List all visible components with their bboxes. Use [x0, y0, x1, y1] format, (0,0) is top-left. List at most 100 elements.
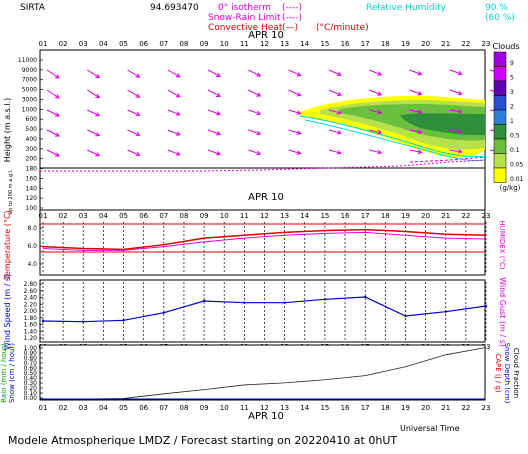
wind-panel-frame	[39, 279, 486, 343]
y-tick-label: 6.0	[27, 243, 37, 250]
wind-arrow	[87, 109, 100, 117]
wind-arrow-head	[54, 132, 60, 137]
hour-tick-label: 08	[179, 404, 188, 412]
temperature-yticks: 8.0 6.0 4.0	[27, 225, 43, 268]
y-tick-label: 120	[26, 195, 38, 202]
legend-snow-rain: Snow-Rain Limit	[208, 13, 281, 23]
hour-tick-label: 16	[341, 212, 350, 220]
universal-time-label: Universal Time	[400, 424, 460, 433]
y-tick-label: 0.60	[24, 365, 38, 372]
wind-arrow-head	[54, 94, 60, 99]
hour-tick-label: 18	[381, 404, 390, 412]
hour-tick-label: 14	[300, 404, 309, 412]
wind-panel: 2.802.602.402.202.001.801.601.401.20 Win…	[3, 274, 507, 350]
wind-arrow	[449, 149, 462, 153]
hour-tick-label: 21	[441, 40, 450, 48]
snow-depth-ylabel: Snow Depth (cm)	[503, 343, 511, 404]
hour-axis-p2: 01 02 03 04 05 06 07 08 09 10 11 12 13 14 15 16 17 18 19 20…	[39, 212, 491, 220]
cloud-legend-label: 0.5	[510, 133, 520, 140]
hour-tick-label: 23	[482, 40, 491, 48]
wind-arrow-head	[457, 70, 463, 76]
date-label-bottom: APR 10	[248, 411, 284, 422]
wind-yticks: 2.802.602.402.202.001.801.601.401.20	[24, 281, 43, 342]
wind-speed-point	[162, 311, 166, 314]
hour-tick-label: 10	[220, 40, 229, 48]
legend-rh-60: (60 %)	[485, 13, 515, 23]
wind-arrow	[288, 69, 301, 77]
legend-snow-rain-symbol: (----)	[282, 13, 302, 23]
hour-tick-label: 13	[280, 212, 289, 220]
cloud-legend-swatch	[493, 167, 507, 183]
hour-tick-label: 23	[482, 212, 491, 220]
wind-arrow	[409, 149, 422, 153]
temperature-panel: 01 02 03 04 05 06 07 08 09 10 11 12 13 14 15 16 17 18 19 20…	[3, 209, 506, 281]
hour-tick-label: 22	[461, 40, 470, 48]
wind-arrow	[167, 69, 181, 78]
snow-rain-limit-line	[409, 156, 486, 163]
hour-tick-label: 01	[39, 404, 48, 412]
hour-tick-label: 21	[441, 212, 450, 220]
y-tick-label: 5000	[22, 87, 37, 94]
cloud-legend-title: Clouds	[492, 42, 519, 51]
hour-tick-label: 19	[401, 40, 410, 48]
wind-arrow	[87, 129, 100, 137]
wind-arrow-head	[54, 74, 60, 79]
wind-speed-point	[404, 314, 407, 318]
wind-arrow-head	[336, 110, 342, 115]
wind-arrow-head	[417, 71, 423, 76]
wind-arrow-head	[377, 109, 383, 115]
wind-arrow	[207, 149, 221, 155]
hour-tick-label: 07	[159, 212, 168, 220]
hour-tick-label: 14	[300, 40, 309, 48]
wind-arrow-head	[54, 152, 60, 157]
cloud-legend-swatches: 9 5 3 2 1 0.5 0.1 0.05 0.01	[493, 51, 524, 183]
wind-arrow-head	[95, 73, 101, 79]
hour-tick-label: 13	[280, 404, 289, 412]
wind-arrow	[328, 129, 342, 134]
height-yticks: 11000 9000 7000 5000 3000 1000 600 500 400 300 200…	[18, 57, 43, 212]
wind-speed-point	[202, 299, 206, 303]
hour-tick-label: 13	[280, 40, 289, 48]
wind-arrow-head	[135, 111, 141, 117]
wind-arrow	[409, 109, 422, 113]
wind-speed-point	[323, 298, 327, 301]
hour-tick-label: 01	[39, 40, 48, 48]
cloud-legend-swatch	[493, 95, 507, 111]
wind-arrow-head	[216, 92, 222, 97]
cloud-legend-label: 3	[510, 89, 514, 96]
cloud-fraction-line	[40, 347, 487, 400]
wind-arrow-head	[175, 73, 181, 78]
hour-tick-label: 20	[421, 404, 430, 412]
hour-tick-label: 12	[260, 404, 269, 412]
wind-arrow-head	[175, 131, 181, 136]
hour-tick-label: 16	[341, 40, 350, 48]
hour-tick-label: 08	[179, 40, 188, 48]
wind-arrow	[409, 89, 422, 95]
y-tick-label: 2.00	[24, 308, 38, 315]
hour-tick-label: 05	[119, 212, 128, 220]
footer-caption: Modele Atmospherique LMDZ / Forecast sta…	[8, 434, 397, 447]
legend-isotherm: 0° isotherm	[218, 3, 271, 13]
wind-arrow	[127, 69, 140, 78]
hour-tick-label: 10	[220, 404, 229, 412]
wind-arrow	[87, 89, 100, 99]
cloud-legend-swatch	[493, 109, 507, 125]
wind-arrow	[288, 149, 301, 155]
hour-tick-label: 14	[300, 212, 309, 220]
wind-arrow	[46, 149, 60, 157]
y-tick-label: 2.60	[24, 288, 38, 295]
y-tick-label: 2.20	[24, 301, 38, 308]
wind-arrow	[328, 149, 342, 154]
cloud-legend-swatch	[493, 66, 507, 82]
wind-arrow	[369, 149, 382, 154]
wind-arrow	[449, 129, 462, 133]
wind-arrow-head	[377, 149, 383, 155]
wind-arrow	[248, 89, 261, 97]
wind-arrow	[207, 89, 221, 97]
wind-arrow	[127, 129, 140, 136]
wind-arrow-head	[54, 112, 60, 117]
y-tick-label: 1.40	[24, 328, 38, 335]
precip-panel: 0102030405060708091011121314151617181920…	[0, 343, 520, 404]
rain-ylabel: Rain (mm / hour)	[0, 343, 8, 403]
y-tick-label: 200	[26, 156, 38, 163]
